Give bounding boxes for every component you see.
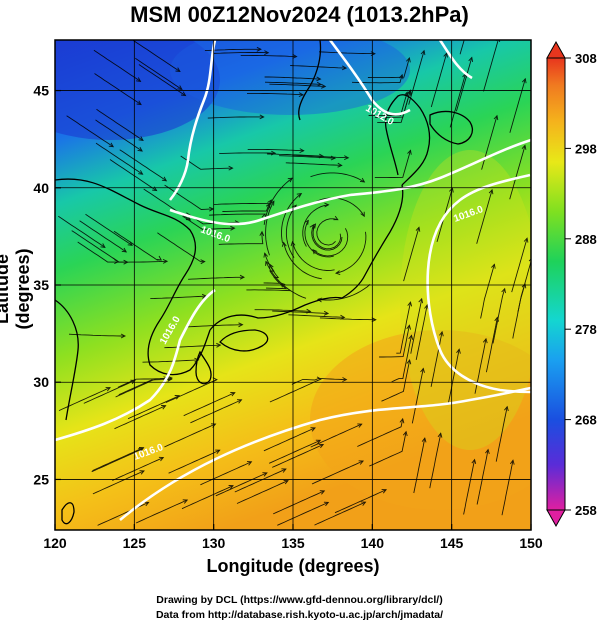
y-tick-label: 45 (33, 83, 49, 99)
isobars (55, 40, 531, 521)
y-ticks: 25 30 35 40 45 (33, 83, 61, 487)
colorbar-label: 298 (575, 141, 597, 156)
x-tick-label: 145 (440, 535, 464, 551)
x-axis-label: Longitude (degrees) (206, 556, 380, 576)
x-tick-label: 150 (519, 535, 543, 551)
colorbar-label: 278 (575, 322, 597, 337)
x-tick-label: 130 (202, 535, 226, 551)
graticule (55, 40, 531, 530)
colorbar-label: 268 (575, 413, 597, 428)
x-tick-label: 140 (361, 535, 385, 551)
credit-data: Data from http://database.rish.kyoto-u.a… (155, 609, 444, 621)
y-tick-label: 25 (33, 471, 49, 487)
colorbar-label: 308 (575, 51, 597, 66)
colorbar-min-arrow (546, 509, 566, 528)
map-features: 1016.0 1016.0 1016.0 1016.0 1012.0 (55, 40, 531, 526)
y-tick-label: 40 (33, 180, 49, 196)
colorbar-max-arrow (546, 40, 566, 59)
x-ticks: 120 125 130 135 140 145 150 (43, 524, 543, 551)
colorbar-scale (546, 57, 566, 511)
y-axis-label: Latitude (degrees) (0, 248, 33, 330)
x-tick-label: 125 (123, 535, 147, 551)
wind-streamlines (58, 40, 531, 526)
credit-drawing: Drawing by DCL (https://www.gfd-dennou.o… (156, 594, 443, 606)
x-tick-label: 135 (281, 535, 305, 551)
y-tick-label: 35 (33, 277, 49, 293)
map-title: MSM 00Z12Nov2024 (1013.2hPa) (130, 2, 469, 27)
colorbar-label: 258 (575, 503, 597, 518)
x-tick-label: 120 (43, 535, 67, 551)
colorbar: 258 268 278 288 298 308 (546, 40, 597, 528)
y-tick-label: 30 (33, 374, 49, 390)
colorbar-label: 288 (575, 232, 597, 247)
